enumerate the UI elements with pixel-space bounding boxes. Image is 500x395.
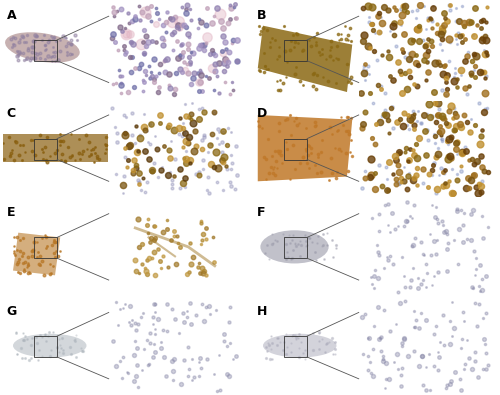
Ellipse shape [260,230,328,263]
Text: A: A [6,9,16,22]
Bar [284,40,307,61]
Text: D: D [256,107,267,120]
Polygon shape [258,26,352,92]
Text: E: E [6,206,15,219]
Text: B: B [256,9,266,22]
Bar [284,336,307,357]
Ellipse shape [13,334,86,357]
Bar [284,237,307,258]
Text: C: C [6,107,16,120]
Ellipse shape [263,334,336,357]
Bar [34,139,57,160]
Bar [284,139,307,160]
Bar [34,237,57,258]
Polygon shape [258,115,352,181]
Text: F: F [256,206,265,219]
Polygon shape [13,233,60,275]
Bar [34,40,57,61]
Ellipse shape [5,32,80,63]
Bar [34,336,57,357]
Polygon shape [2,134,108,162]
Text: G: G [6,305,17,318]
Text: H: H [256,305,267,318]
